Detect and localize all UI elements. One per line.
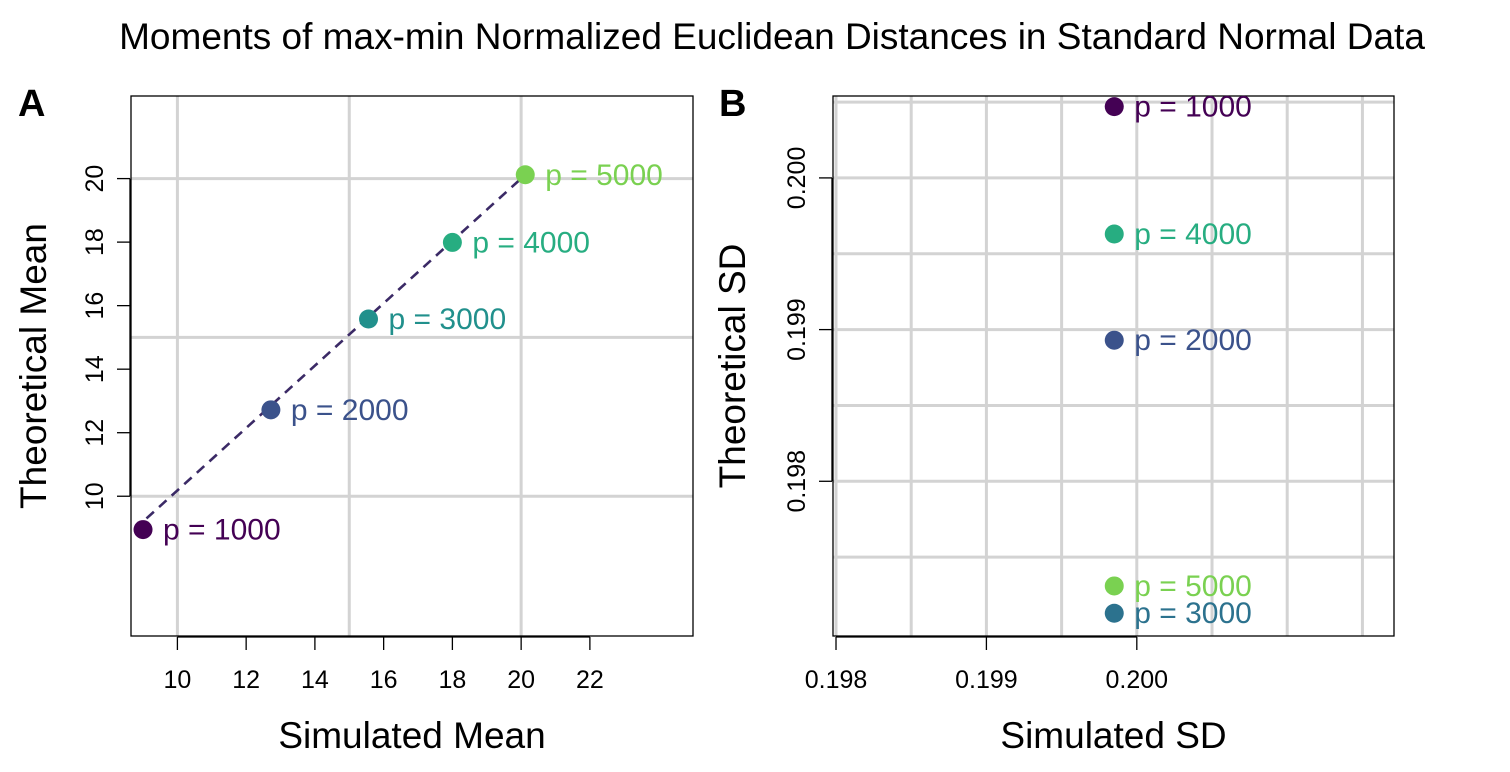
y-axis-label: Theoretical Mean xyxy=(13,223,54,509)
data-point xyxy=(1104,576,1124,596)
reference-line xyxy=(145,174,526,520)
panel-label-b: B xyxy=(719,83,746,125)
y-tick-label: 20 xyxy=(81,165,109,193)
data-point-label: p = 2000 xyxy=(291,394,409,427)
x-tick-label: 12 xyxy=(232,666,260,694)
y-tick-label: 16 xyxy=(81,292,109,320)
data-point-label: p = 1000 xyxy=(1134,91,1252,124)
data-point xyxy=(1104,224,1124,244)
y-tick-label: 0.200 xyxy=(783,147,811,210)
y-tick-label: 18 xyxy=(81,228,109,256)
x-tick-label: 0.199 xyxy=(955,666,1018,694)
x-axis-label: Simulated SD xyxy=(1000,715,1226,756)
x-tick-label: 22 xyxy=(576,666,604,694)
data-point xyxy=(1104,330,1124,350)
data-point xyxy=(261,400,281,420)
y-tick-label: 12 xyxy=(81,419,109,447)
x-tick-label: 10 xyxy=(163,666,191,694)
data-point-label: p = 5000 xyxy=(545,159,663,192)
data-point-label: p = 4000 xyxy=(1134,218,1252,251)
data-point xyxy=(359,309,379,329)
y-axis-label: Theoretical SD xyxy=(712,244,753,489)
x-axis-label: Simulated Mean xyxy=(278,715,545,756)
data-point-label: p = 1000 xyxy=(163,514,281,547)
y-tick-label: 14 xyxy=(81,355,109,383)
panel-b: B 0.198 0.199 0.200 0.198 0.199 0.200 Simulate… xyxy=(712,83,1395,756)
x-tick-label: 20 xyxy=(507,666,535,694)
x-tick-label: 14 xyxy=(301,666,329,694)
y-tick-label: 0.198 xyxy=(783,450,811,513)
x-tick-label: 0.200 xyxy=(1106,666,1169,694)
data-point-label: p = 4000 xyxy=(472,226,590,259)
plot-box xyxy=(130,95,694,637)
x-tick-label: 0.198 xyxy=(805,666,868,694)
data-point xyxy=(133,520,153,540)
x-tick-label: 18 xyxy=(438,666,466,694)
y-tick-label: 0.199 xyxy=(783,298,811,361)
data-point-label: p = 3000 xyxy=(1134,597,1252,630)
data-point xyxy=(515,165,535,185)
x-tick-label: 16 xyxy=(370,666,398,694)
data-point-label: p = 5000 xyxy=(1134,570,1252,603)
plot-box xyxy=(832,95,1395,637)
data-point-label: p = 3000 xyxy=(389,303,507,336)
figure-title: Moments of max-min Normalized Euclidean … xyxy=(119,16,1425,57)
y-tick-label: 10 xyxy=(81,482,109,510)
panel-label-a: A xyxy=(18,83,45,125)
data-point xyxy=(1104,97,1124,117)
data-point xyxy=(1104,603,1124,623)
panel-a: A 10 12 14 16 18 20 22 10 12 14 16 18 20 Simulated Me… xyxy=(13,83,694,756)
data-point-label: p = 2000 xyxy=(1134,324,1252,357)
data-point xyxy=(442,232,462,252)
